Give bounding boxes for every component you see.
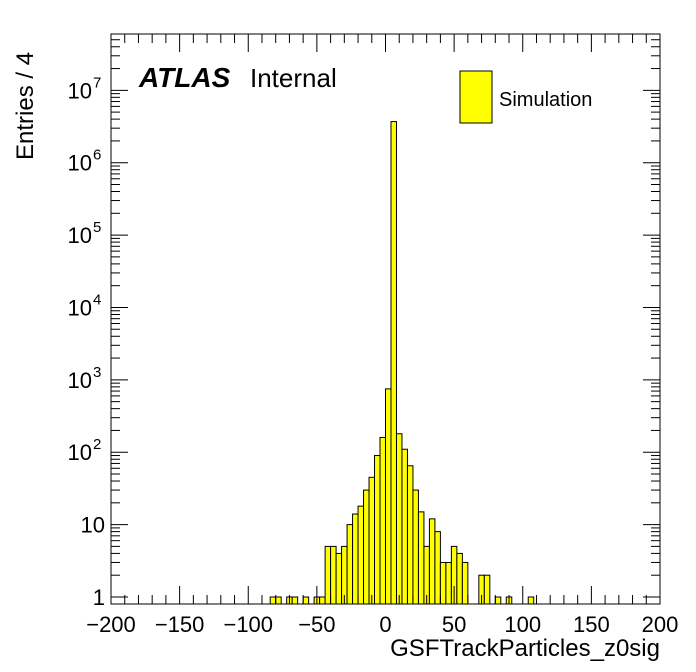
histogram-bin [434,531,441,605]
histogram-bin [494,596,502,605]
x-tick-label: 100 [504,612,541,637]
x-tick-label: 0 [379,612,391,637]
y-axis-label: Entries / 4 [12,52,39,160]
y-tick-label: 10 [68,151,92,176]
atlas-label: ATLAS [138,62,231,93]
histogram-bin [385,388,392,605]
histogram-bin [335,552,343,605]
histogram-bin [346,524,354,605]
histogram-bin [379,436,387,605]
histogram-bin [395,433,403,605]
legend-swatch [459,70,493,124]
y-tick-label-exponent: 7 [93,74,101,91]
legend: Simulation [459,70,592,124]
x-tick-label: −50 [298,612,335,637]
histogram-bin [527,596,535,605]
histogram-bin [302,596,310,605]
histogram-bin [368,476,376,605]
histogram-bin [390,121,397,605]
histogram-bin [412,489,419,605]
histogram-bin [363,489,370,605]
histogram-bin [406,465,414,605]
histogram-bin [269,596,277,605]
y-tick-label: 10 [68,78,92,103]
histogram-bin [461,561,469,605]
x-axis-ticks [110,34,661,604]
histogram-bin [417,511,425,605]
histogram-bin [352,513,359,605]
histogram-bin [445,561,452,605]
internal-label: Internal [250,63,337,93]
histogram-bin [319,596,326,605]
x-tick-label: 50 [442,612,466,637]
x-tick-label: −100 [223,612,273,637]
y-tick-label-exponent: 2 [93,436,101,453]
histogram-bin [456,552,463,605]
y-tick-label: 10 [68,440,92,465]
histogram-bin [291,596,299,605]
x-tick-label: −150 [155,612,205,637]
histogram-bars [269,121,535,605]
y-tick-label: 10 [81,513,105,538]
y-tick-label-exponent: 6 [93,147,101,164]
histogram-bin [330,545,337,605]
x-axis-label: GSFTrackParticles_z0sig [390,635,660,662]
y-tick-label-exponent: 5 [93,219,101,236]
x-tick-label: 150 [573,612,610,637]
y-tick-label-exponent: 3 [93,364,101,381]
histogram-bin [374,455,381,605]
y-axis-ticks [111,33,660,598]
histogram-bin [439,561,447,605]
histogram-bin [275,596,282,605]
y-tick-label: 10 [68,223,92,248]
histogram-bin [428,518,436,605]
x-tick-label: −200 [86,612,136,637]
y-tick-label-exponent: 4 [93,291,101,308]
histogram-bin [324,545,332,605]
y-tick-label: 10 [68,295,92,320]
histogram-bin [357,505,365,605]
histogram-bin [401,448,408,605]
x-tick-label: 200 [642,612,679,637]
y-tick-label: 1 [93,585,105,610]
y-tick-label: 10 [68,368,92,393]
legend-label: Simulation [499,89,592,111]
histogram-bin [483,574,491,605]
x-axis-tick-labels: −200 −150 −100 −50 0 50 100 150 200 [86,612,678,637]
